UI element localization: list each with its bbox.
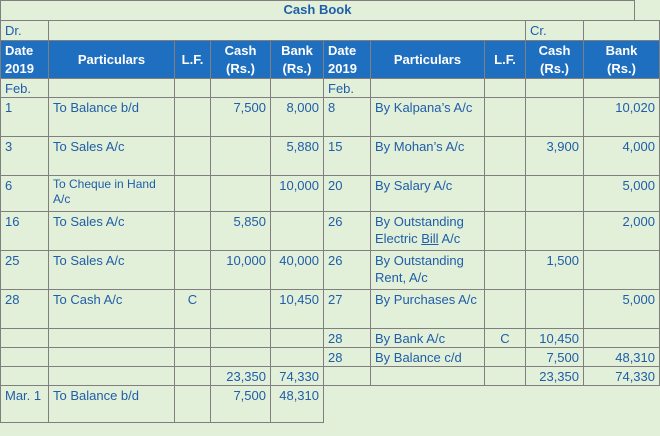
totals-row: 23,350 74,330 23,350 74,330 [0,366,660,386]
cash-book-title: Cash Book [0,0,635,21]
month-right: Feb. [323,78,371,98]
table-row: 1 To Balance b/d 7,500 8,000 8 By Kalpan… [0,97,660,137]
header-particulars-left: Particulars [48,40,175,79]
table-row: 16 To Sales A/c 5,850 26 By Outstanding … [0,211,660,251]
total-cash-left: 23,350 [210,366,271,386]
header-bank-left: Bank (Rs.) [270,40,324,79]
header-particulars-right: Particulars [370,40,485,79]
dr-label: Dr. [0,20,49,41]
header-lf-right: L.F. [484,40,526,79]
table-row: 28 By Bank A/c C 10,450 [0,328,660,348]
cash-book-table: Cash Book Dr. Cr. Date 2019 Particulars L… [0,0,660,423]
total-bank-left: 74,330 [270,366,324,386]
header-row: Date 2019 Particulars L.F. Cash (Rs.) Bank… [0,40,660,79]
total-bank-right: 74,330 [583,366,660,386]
header-date-right: Date 2019 [323,40,371,79]
header-cash-left: Cash (Rs.) [210,40,271,79]
header-bank-right: Bank (Rs.) [583,40,660,79]
header-cash-right: Cash (Rs.) [525,40,584,79]
closing-date: Mar. 1 [0,385,49,423]
table-row: 6 To Cheque in Hand A/c 10,000 20 By Sal… [0,175,660,212]
closing-bank: 48,310 [270,385,324,423]
total-cash-right: 23,350 [525,366,584,386]
cr-label: Cr. [525,20,584,41]
closing-cash: 7,500 [210,385,271,423]
title-row: Cash Book [0,0,660,21]
table-row: 25 To Sales A/c 10,000 40,000 26 By Outs… [0,250,660,290]
header-lf-left: L.F. [174,40,211,79]
table-row: 28 To Cash A/c C 10,450 27 By Purchases … [0,289,660,329]
month-row: Feb. Feb. [0,78,660,98]
table-row: 28 By Balance c/d 7,500 48,310 [0,347,660,367]
month-left: Feb. [0,78,49,98]
closing-row: Mar. 1 To Balance b/d 7,500 48,310 [0,385,660,423]
closing-particulars: To Balance b/d [48,385,175,423]
dr-cr-row: Dr. Cr. [0,20,660,41]
particulars-electric-bill: By Outstanding Electric Bill A/c [370,211,485,251]
table-row: 3 To Sales A/c 5,880 15 By Mohan’s A/c 3… [0,136,660,176]
header-date-left: Date 2019 [0,40,49,79]
